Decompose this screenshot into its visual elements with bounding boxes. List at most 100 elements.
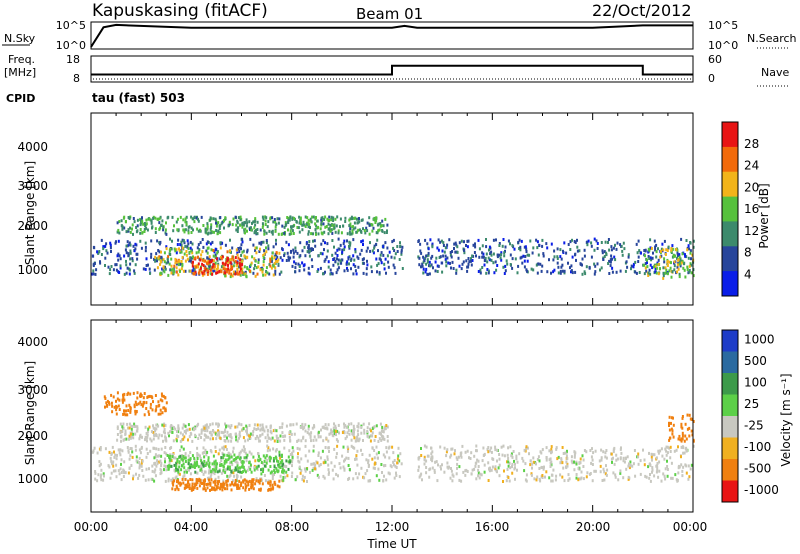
echo-cell bbox=[347, 422, 350, 426]
echo-cell bbox=[199, 478, 202, 482]
echo-cell bbox=[388, 472, 391, 476]
echo-cell bbox=[585, 475, 588, 479]
echo-cell bbox=[145, 407, 148, 410]
echo-cell bbox=[552, 468, 555, 472]
echo-cell bbox=[209, 272, 212, 276]
echo-cell bbox=[611, 257, 614, 261]
echo-cell bbox=[688, 475, 691, 479]
echo-cell bbox=[436, 246, 439, 250]
echo-cell bbox=[453, 452, 456, 456]
echo-cell bbox=[146, 395, 149, 399]
echo-cell bbox=[269, 483, 272, 487]
echo-cell bbox=[253, 427, 256, 431]
echo-cell bbox=[336, 429, 339, 433]
echo-cell bbox=[209, 483, 212, 487]
echo-cell bbox=[164, 460, 166, 464]
echo-cell bbox=[209, 242, 212, 246]
echo-cell bbox=[420, 265, 422, 269]
echo-cell bbox=[210, 268, 213, 272]
echo-cell bbox=[266, 428, 269, 432]
echo-cell bbox=[214, 469, 217, 473]
echo-cell bbox=[260, 240, 263, 244]
echo-cell bbox=[222, 481, 225, 485]
echo-cell bbox=[287, 467, 290, 471]
echo-cell bbox=[236, 219, 239, 223]
echo-cell bbox=[610, 452, 613, 456]
echo-cell bbox=[521, 456, 524, 460]
echo-cell bbox=[655, 263, 658, 267]
echo-cell bbox=[219, 231, 222, 235]
echo-cell bbox=[140, 221, 142, 225]
echo-cell bbox=[298, 460, 301, 464]
echo-cell bbox=[418, 256, 421, 260]
echo-cell bbox=[109, 476, 112, 480]
echo-cell bbox=[651, 466, 654, 470]
echo-cell bbox=[677, 257, 680, 261]
echo-cell bbox=[565, 251, 568, 255]
echo-cell bbox=[261, 467, 264, 471]
echo-cell bbox=[366, 246, 369, 250]
echo-cell bbox=[224, 458, 227, 462]
echo-cell bbox=[246, 229, 248, 233]
echo-cell bbox=[125, 404, 128, 408]
echo-cell bbox=[386, 254, 389, 258]
echo-cell bbox=[566, 462, 569, 466]
echo-cell bbox=[484, 256, 487, 260]
echo-cell bbox=[213, 269, 216, 273]
echo-cell bbox=[246, 426, 249, 430]
echo-cell bbox=[326, 457, 329, 461]
echo-cell bbox=[127, 450, 130, 454]
echo-cell bbox=[369, 434, 372, 438]
echo-cell bbox=[228, 271, 231, 275]
echo-cell bbox=[254, 219, 257, 223]
echo-cell bbox=[635, 271, 638, 275]
echo-cell bbox=[327, 472, 330, 476]
echo-cell bbox=[382, 253, 385, 257]
echo-cell bbox=[569, 248, 572, 251]
echo-cell bbox=[189, 240, 192, 244]
echo-cell bbox=[525, 250, 528, 253]
echo-cell bbox=[145, 226, 148, 230]
echo-cell bbox=[189, 269, 192, 273]
echo-cell bbox=[354, 250, 357, 254]
echo-cell bbox=[184, 456, 187, 460]
echo-cell bbox=[262, 217, 265, 221]
echo-cell bbox=[227, 454, 230, 458]
echo-cell bbox=[241, 269, 243, 273]
echo-cell bbox=[141, 216, 143, 220]
echo-cell bbox=[250, 228, 253, 232]
echo-cell bbox=[350, 438, 353, 442]
echo-cell bbox=[275, 467, 278, 471]
echo-cell bbox=[292, 449, 295, 453]
echo-cell bbox=[240, 423, 243, 427]
echo-cell bbox=[282, 476, 285, 479]
freq-panel: Freq. [MHz] 18 8 60 0 Nave bbox=[4, 53, 790, 87]
echo-cell bbox=[289, 460, 291, 464]
echo-cell bbox=[205, 249, 208, 253]
echo-cell bbox=[688, 247, 691, 251]
echo-cell bbox=[660, 479, 663, 483]
echo-cell bbox=[426, 260, 429, 264]
echo-cell bbox=[290, 232, 293, 236]
echo-cell bbox=[204, 464, 207, 467]
echo-cell bbox=[124, 429, 127, 433]
echo-cell bbox=[269, 448, 271, 452]
echo-cell bbox=[621, 249, 624, 253]
echo-cell bbox=[216, 486, 219, 490]
echo-cell bbox=[163, 422, 166, 426]
echo-cell bbox=[279, 439, 282, 443]
echo-cell bbox=[178, 461, 181, 465]
echo-cell bbox=[450, 469, 453, 473]
echo-cell bbox=[176, 459, 179, 463]
echo-cell bbox=[289, 256, 292, 260]
echo-cell bbox=[286, 216, 289, 219]
echo-cell bbox=[152, 437, 155, 441]
echo-cell bbox=[241, 267, 244, 271]
echo-cell bbox=[466, 265, 469, 269]
echo-cell bbox=[506, 262, 509, 266]
echo-cell bbox=[229, 249, 231, 253]
echo-cell bbox=[394, 464, 397, 468]
echo-cell bbox=[379, 224, 382, 228]
echo-cell bbox=[435, 256, 438, 260]
echo-cell bbox=[283, 252, 286, 256]
